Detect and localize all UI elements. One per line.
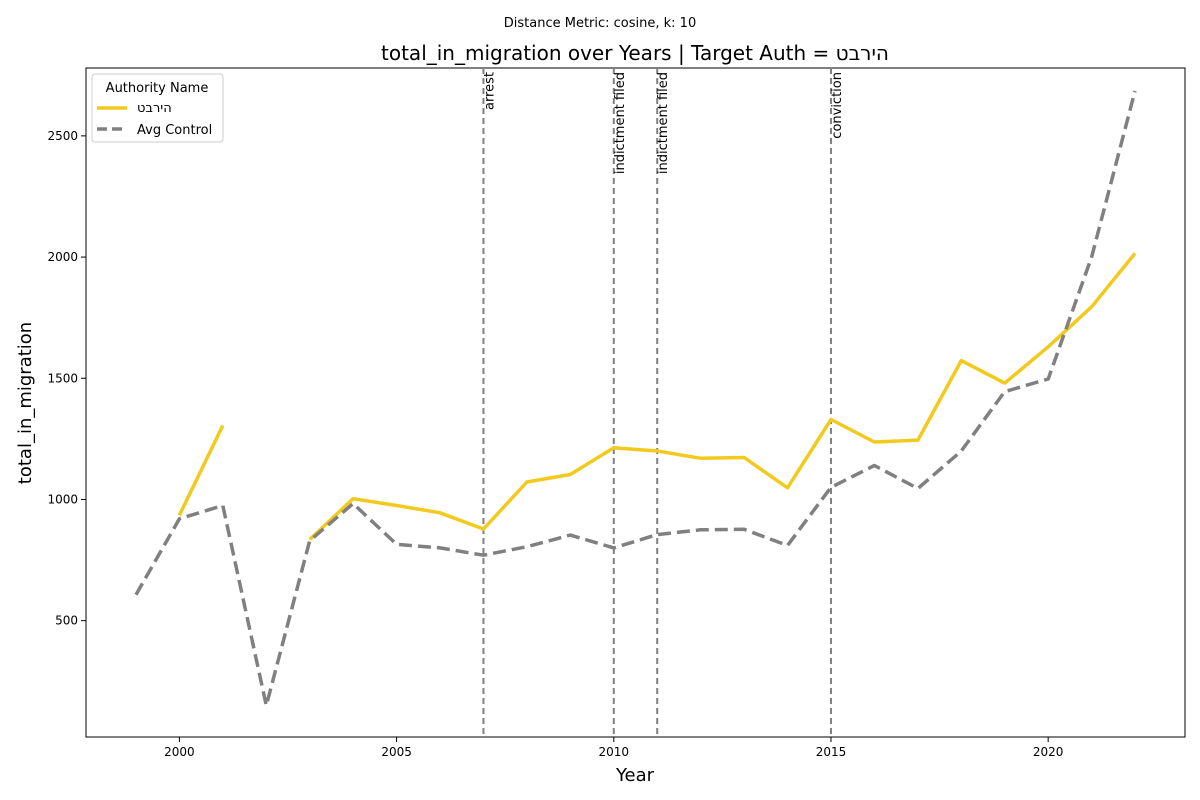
chart-subtitle: Distance Metric: cosine, k: 10 [504,16,696,31]
x-tick-label: 2010 [599,745,630,759]
event-label: arrest [482,72,497,110]
x-axis-title: Year [615,765,655,786]
legend-label-avg-control: Avg Control [137,123,212,138]
y-tick-label: 2500 [47,129,78,143]
series-line-target [308,252,1137,541]
legend: Authority Name הירבט Avg Control [91,73,224,143]
y-tick-label: 2000 [47,250,78,264]
axis-ticks: 2000 2005 2010 2015 2020 500 1000 1500 2000 2500 [47,129,1063,759]
x-tick-label: 2020 [1033,745,1064,759]
event-label: indictment filed [656,72,671,174]
event-markers: arrest indictment filed indictment filed co… [482,68,845,737]
y-tick-label: 500 [55,614,78,628]
chart-title: total_in_migration over Years | Target A… [381,41,889,65]
x-tick-label: 2005 [381,745,412,759]
series-line-target [177,424,225,516]
legend-title: Authority Name [106,81,209,96]
x-tick-label: 2015 [816,745,847,759]
legend-label-target: הירבט [137,101,172,116]
legend-frame [91,73,224,143]
y-tick-label: 1000 [47,492,78,506]
series-line-avg-control [134,90,1137,708]
event-label: indictment filed [613,72,628,174]
series-lines [134,90,1137,708]
y-axis-title: total_in_migration [15,322,36,484]
event-label: conviction [830,72,845,139]
y-tick-label: 1500 [47,371,78,385]
x-tick-label: 2000 [164,745,195,759]
plot-area [85,67,1186,738]
